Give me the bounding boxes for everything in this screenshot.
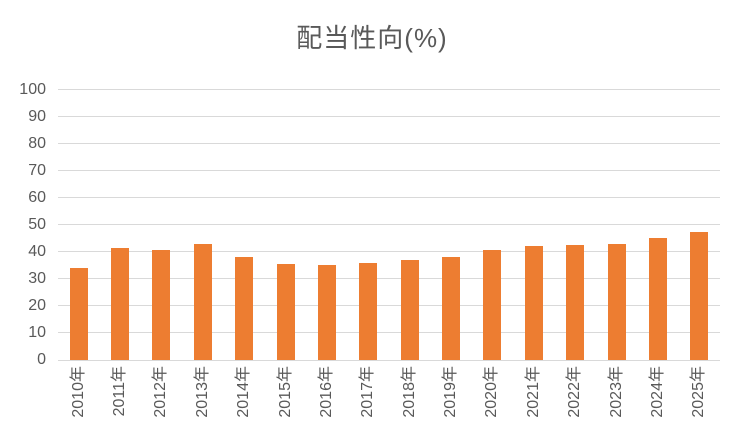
x-axis-tick-label: 2018年 (400, 366, 418, 418)
gridline (58, 305, 720, 307)
bar-2010年 (69, 268, 88, 360)
chart-title: 配当性向(%) (296, 23, 448, 53)
bar-2014年 (235, 257, 254, 360)
bar-2020年 (483, 250, 502, 360)
x-axis-tick-label: 2022年 (566, 366, 584, 418)
y-axis-tick-label: 80 (28, 134, 46, 152)
bar-2015年 (276, 263, 295, 360)
x-axis-tick-label: 2010年 (69, 366, 87, 418)
y-axis-tick-label: 100 (19, 80, 46, 98)
bar-2019年 (442, 257, 461, 360)
bar-2017年 (359, 262, 378, 360)
x-axis-tick-label: 2020年 (483, 366, 501, 418)
y-axis-tick-label: 10 (28, 323, 46, 341)
x-axis-tick-label: 2025年 (690, 366, 708, 418)
gridline (58, 278, 720, 280)
x-axis-tick-label: 2012年 (152, 366, 170, 418)
x-axis-tick-label: 2017年 (359, 366, 377, 418)
y-axis-tick-label: 90 (28, 107, 46, 125)
bar-2021年 (524, 246, 543, 360)
y-axis-tick-label: 70 (28, 161, 46, 179)
gridline (58, 170, 720, 172)
y-axis-tick-label: 50 (28, 215, 46, 233)
x-axis-tick-label: 2015年 (276, 366, 294, 418)
gridline (58, 332, 720, 334)
bar-2023年 (607, 243, 626, 360)
y-axis-tick-label: 40 (28, 242, 46, 260)
bar-2016年 (317, 265, 336, 360)
gridline (58, 251, 720, 253)
bar-2012年 (152, 250, 171, 360)
x-axis-tick-label: 2023年 (607, 366, 625, 418)
gridline (58, 224, 720, 226)
bar-2024年 (648, 238, 667, 360)
bar-2013年 (193, 243, 212, 360)
bar-2022年 (566, 245, 585, 360)
gridline (58, 197, 720, 199)
bar-2018年 (400, 259, 419, 360)
x-axis-tick-label: 2013年 (193, 366, 211, 418)
x-axis-tick-label: 2016年 (317, 366, 335, 418)
gridline (58, 143, 720, 145)
y-axis-tick-label: 60 (28, 188, 46, 206)
y-axis-tick-label: 0 (37, 351, 46, 368)
x-axis-line (58, 359, 720, 361)
x-axis-tick-label: 2024年 (648, 366, 666, 418)
x-axis-tick-label: 2019年 (442, 366, 460, 418)
x-axis-tick-label: 2014年 (235, 366, 253, 418)
y-axis-tick-label: 20 (28, 296, 46, 314)
x-axis-tick-label: 2021年 (524, 366, 542, 418)
bar-2011年 (111, 247, 130, 360)
x-axis-tick-label: 2011年 (111, 366, 129, 417)
bar-2025年 (690, 231, 709, 360)
gridline (58, 89, 720, 90)
y-axis-tick-label: 30 (28, 269, 46, 287)
gridline (58, 116, 720, 118)
